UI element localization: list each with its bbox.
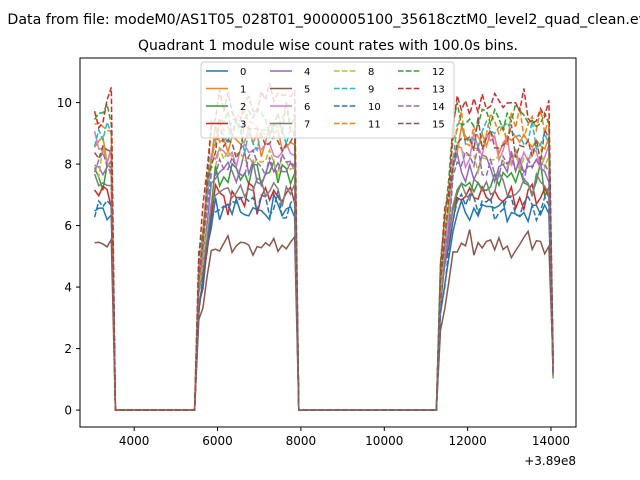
legend-label-13: 13 bbox=[432, 85, 445, 96]
series-line-1 bbox=[93, 119, 554, 411]
series-line-5 bbox=[94, 229, 554, 411]
legend-label-1: 1 bbox=[240, 85, 246, 96]
legend-box bbox=[200, 61, 455, 139]
legend-label-9: 9 bbox=[368, 85, 374, 96]
plot-area bbox=[93, 82, 554, 411]
series-line-8 bbox=[93, 140, 554, 411]
series-line-6 bbox=[93, 131, 554, 411]
series-line-11 bbox=[94, 103, 554, 411]
legend-label-14: 14 bbox=[432, 102, 445, 113]
y-tick-label-0: 0 bbox=[64, 403, 72, 417]
legend-label-4: 4 bbox=[304, 67, 310, 78]
axes-frame bbox=[79, 57, 577, 428]
y-tick-label-8: 8 bbox=[64, 157, 72, 171]
legend-label-10: 10 bbox=[368, 102, 381, 113]
series-line-3 bbox=[93, 181, 554, 411]
legend-label-15: 15 bbox=[432, 120, 445, 131]
figure-suptitle: Data from file: modeM0/AS1T05_028T01_900… bbox=[7, 12, 640, 28]
chart-title: Quadrant 1 module wise count rates with … bbox=[138, 38, 518, 54]
legend-label-8: 8 bbox=[368, 67, 374, 78]
x-tick-label-4000: 4000 bbox=[119, 434, 150, 448]
series-line-9 bbox=[93, 118, 554, 411]
series-line-2 bbox=[93, 158, 554, 411]
legend-label-5: 5 bbox=[304, 85, 310, 96]
series-line-0 bbox=[94, 191, 554, 411]
y-tick-label-6: 6 bbox=[64, 219, 72, 233]
legend-label-0: 0 bbox=[240, 67, 246, 78]
x-tick-label-12000: 12000 bbox=[449, 434, 487, 448]
legend-label-2: 2 bbox=[240, 102, 246, 113]
y-tick-label-2: 2 bbox=[64, 342, 72, 356]
x-tick-label-8000: 8000 bbox=[286, 434, 317, 448]
x-offset-label: +3.89e8 bbox=[524, 454, 576, 468]
series-line-10 bbox=[93, 190, 554, 411]
y-tick-label-10: 10 bbox=[57, 96, 72, 110]
legend-label-3: 3 bbox=[240, 120, 246, 131]
y-tick-label-4: 4 bbox=[64, 280, 72, 294]
x-tick-label-14000: 14000 bbox=[532, 434, 570, 448]
legend-label-6: 6 bbox=[304, 102, 310, 113]
series-line-7 bbox=[93, 170, 554, 411]
axis-ticks: 4000 6000 8000 10000 12000 14000 0 2 4 6 8 10 bbox=[57, 96, 570, 448]
series-line-15 bbox=[93, 116, 554, 411]
x-tick-label-6000: 6000 bbox=[202, 434, 233, 448]
x-tick-label-10000: 10000 bbox=[365, 434, 403, 448]
legend-label-11: 11 bbox=[368, 120, 381, 131]
legend-label-12: 12 bbox=[432, 67, 445, 78]
legend-label-7: 7 bbox=[304, 120, 310, 131]
